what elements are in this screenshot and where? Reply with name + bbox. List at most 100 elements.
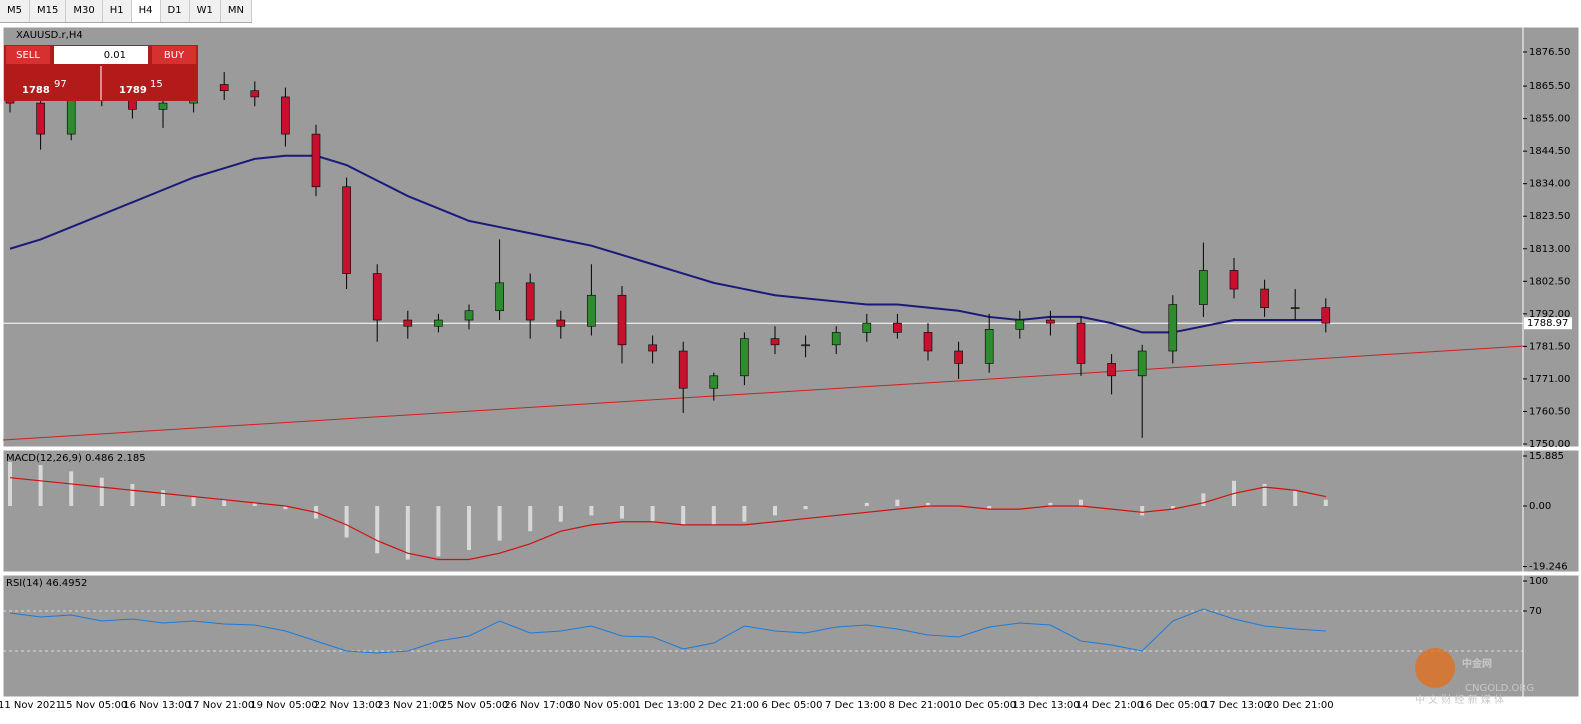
macd-bar bbox=[8, 461, 12, 506]
panel-bg bbox=[2, 574, 1524, 698]
macd-bar bbox=[1262, 483, 1267, 506]
candle-body bbox=[740, 338, 749, 377]
y-tick-label: 1802.50 bbox=[1529, 276, 1570, 287]
candle-body bbox=[281, 96, 290, 135]
panel-bg bbox=[2, 26, 1524, 448]
y-tick-label: 100 bbox=[1529, 576, 1548, 587]
sell-button[interactable] bbox=[6, 46, 50, 64]
macd-bar bbox=[773, 505, 777, 516]
macd-bar bbox=[405, 505, 410, 560]
y-tick-label: 1771.00 bbox=[1529, 374, 1570, 385]
timeframe-button[interactable]: H1 bbox=[103, 0, 132, 22]
x-tick-label: 15 Nov 05:00 bbox=[60, 700, 127, 711]
timeframe-button[interactable]: M5 bbox=[0, 0, 30, 22]
macd-bar bbox=[650, 505, 655, 522]
candle-body bbox=[66, 96, 76, 135]
candle-body bbox=[219, 84, 229, 92]
y-tick-label: 1855.00 bbox=[1529, 114, 1570, 125]
candle-body bbox=[1321, 307, 1331, 324]
candle-body bbox=[434, 319, 443, 327]
y-tick-label: 1823.50 bbox=[1529, 211, 1570, 222]
timeframe-button[interactable]: M15 bbox=[30, 0, 67, 22]
panel-bg bbox=[2, 449, 1524, 573]
buy-price-big: 1789 bbox=[119, 85, 147, 96]
candle-body bbox=[617, 294, 627, 346]
macd-bar bbox=[987, 505, 992, 510]
candle-body bbox=[1076, 322, 1086, 364]
macd-bar bbox=[344, 505, 349, 538]
macd-bar bbox=[1048, 502, 1053, 506]
current-price-label: 1788.97 bbox=[1527, 318, 1568, 329]
x-tick-label: 17 Nov 21:00 bbox=[187, 700, 254, 711]
lot-input[interactable] bbox=[54, 46, 148, 64]
macd-bar bbox=[1170, 505, 1175, 510]
buy-price-small: 15 bbox=[150, 79, 163, 90]
candle-body bbox=[342, 186, 351, 274]
x-tick-label: 16 Dec 05:00 bbox=[1139, 700, 1206, 711]
watermark-logo-icon bbox=[1415, 648, 1455, 688]
y-tick-label: 1792.00 bbox=[1529, 309, 1570, 320]
timeframe-button[interactable]: MN bbox=[221, 0, 252, 22]
y-tick-label: 15.885 bbox=[1529, 451, 1564, 462]
macd-bar bbox=[191, 496, 196, 506]
buy-button[interactable] bbox=[152, 46, 196, 64]
macd-bar bbox=[681, 505, 686, 525]
y-tick-label: 1865.50 bbox=[1529, 81, 1570, 92]
candle-body bbox=[1168, 304, 1178, 352]
macd-bar bbox=[69, 471, 74, 506]
price-label-bg bbox=[1524, 317, 1572, 330]
candle-body bbox=[984, 329, 994, 364]
macd-bar bbox=[926, 502, 930, 506]
macd-bar bbox=[1323, 499, 1328, 506]
x-tick-label: 19 Nov 05:00 bbox=[250, 700, 317, 711]
timeframe-button[interactable]: W1 bbox=[190, 0, 221, 22]
macd-bar bbox=[1201, 493, 1206, 506]
candle-body bbox=[464, 310, 474, 321]
y-tick-label: 1876.50 bbox=[1529, 47, 1570, 58]
timeframe-button[interactable]: D1 bbox=[161, 0, 190, 22]
macd-bar bbox=[864, 502, 869, 506]
macd-bar bbox=[436, 505, 441, 557]
timeframe-button[interactable]: H4 bbox=[131, 0, 161, 22]
sell-price-small: 97 bbox=[54, 79, 67, 90]
lot-text: 0.01 bbox=[104, 50, 126, 61]
y-tick-label: 1834.00 bbox=[1529, 179, 1570, 190]
axis-bg bbox=[1522, 449, 1580, 573]
timeframe-toolbar: M5 M15 M30 H1 H4 D1 W1 MN bbox=[0, 0, 252, 23]
x-tick-label: 2 Dec 21:00 bbox=[698, 700, 759, 711]
candle-body bbox=[648, 344, 657, 352]
candle-body bbox=[678, 350, 688, 389]
macd-bar bbox=[1293, 490, 1298, 506]
candle-body bbox=[1137, 350, 1147, 377]
timeframe-button[interactable]: M30 bbox=[66, 0, 103, 22]
macd-bar bbox=[375, 505, 380, 554]
watermark-logo: 中金网 bbox=[1462, 657, 1492, 670]
macd-bar bbox=[711, 505, 716, 525]
x-tick-label: 17 Dec 13:00 bbox=[1203, 700, 1270, 711]
macd-bar bbox=[528, 505, 533, 532]
sell-text: SELL bbox=[16, 50, 40, 61]
x-tick-label: 23 Nov 21:00 bbox=[377, 700, 444, 711]
rsi-label: RSI(14) 46.4952 bbox=[6, 578, 87, 589]
macd-bar bbox=[99, 477, 104, 506]
chart: 1750.00 1760.50 1771.00 1781.50 1792.00 1802.… bbox=[0, 26, 1580, 711]
rsi-line bbox=[9, 608, 1326, 654]
y-tick-label: 1813.00 bbox=[1529, 244, 1570, 255]
candle-body bbox=[587, 294, 596, 327]
candle-body bbox=[158, 102, 168, 110]
candle-body bbox=[1260, 288, 1269, 308]
y-tick-label: 1781.50 bbox=[1529, 341, 1570, 352]
macd-bar bbox=[130, 483, 135, 506]
macd-bar bbox=[161, 490, 165, 506]
macd-bar bbox=[467, 505, 471, 551]
x-tick-label: 14 Dec 21:00 bbox=[1076, 700, 1143, 711]
candle-body bbox=[923, 332, 933, 352]
macd-bar bbox=[497, 505, 502, 541]
macd-bar bbox=[895, 499, 900, 506]
candle-body bbox=[1199, 270, 1208, 305]
candle-body bbox=[862, 322, 872, 333]
macd-bar bbox=[222, 499, 227, 506]
x-tick-label: 16 Nov 13:00 bbox=[123, 700, 190, 711]
x-tick-label: 8 Dec 21:00 bbox=[889, 700, 950, 711]
